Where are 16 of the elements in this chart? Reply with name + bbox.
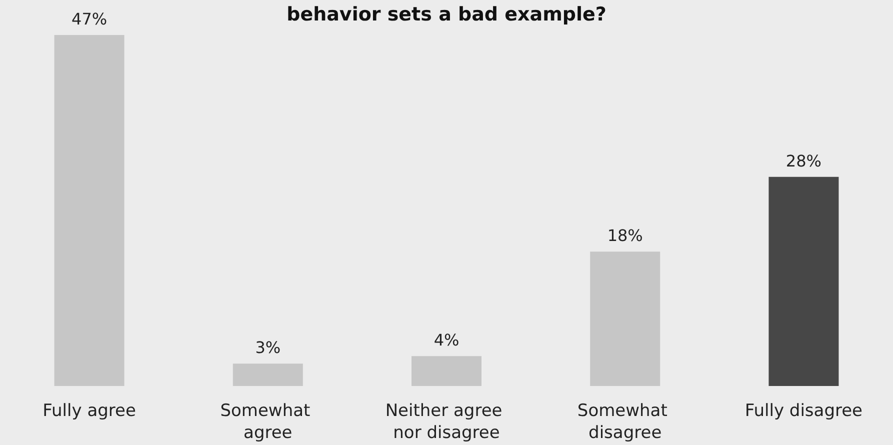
bar [232,364,303,386]
x-tick-label: Somewhat agree [220,401,316,443]
x-tick-label: Fully disagree [744,401,863,421]
bar [54,35,124,386]
data-label: 28% [786,151,822,170]
data-label: 47% [72,10,108,28]
data-label: 4% [434,330,460,350]
x-tick-label: Somewhat disagree [577,401,673,443]
bar [768,176,839,386]
x-tick-label: Fully agree [42,401,136,421]
data-label: 3% [255,338,281,358]
x-tick-label: Neither agree nor disagree [385,401,508,443]
chart-title: behavior sets a bad example? [286,4,606,26]
data-label: 18% [607,226,643,246]
bar [590,252,660,386]
bar [412,356,482,386]
